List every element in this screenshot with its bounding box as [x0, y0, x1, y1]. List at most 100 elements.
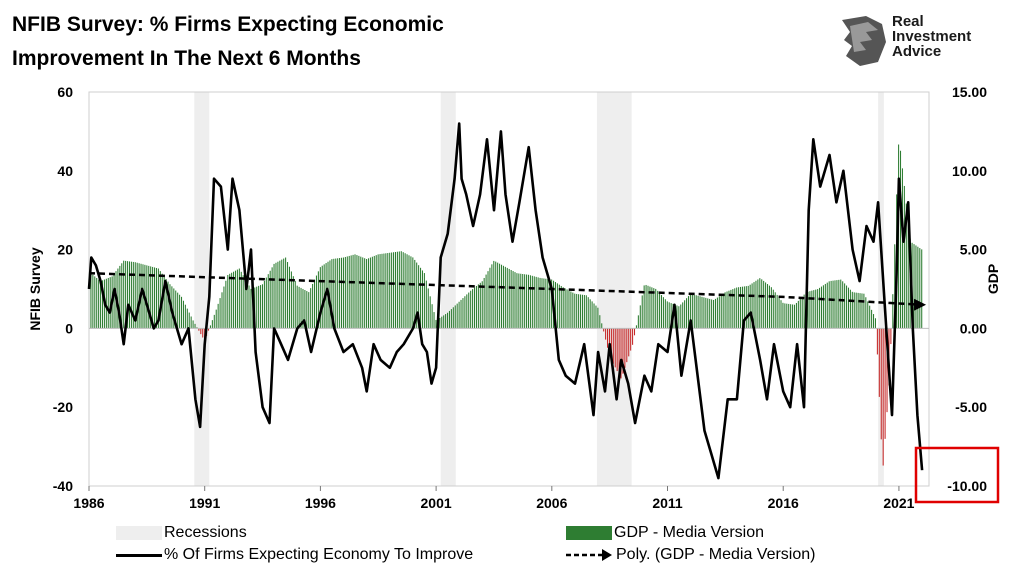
- gdp-bar: [290, 271, 292, 329]
- gdp-bar: [448, 310, 450, 329]
- gdp-bar: [107, 277, 109, 329]
- gdp-bar: [408, 255, 410, 329]
- gdp-bar: [258, 285, 260, 329]
- gdp-bar: [454, 305, 456, 329]
- gdp-bar: [223, 286, 225, 329]
- gdp-bar: [587, 297, 589, 329]
- gdp-bar: [662, 297, 664, 329]
- gdp-bar: [699, 296, 701, 329]
- gdp-bar: [803, 294, 805, 329]
- gdp-bar: [248, 285, 250, 329]
- gdp-bar: [714, 298, 717, 329]
- gdp-bar: [608, 328, 610, 356]
- gdp-bar: [838, 279, 840, 329]
- gdp-bar: [227, 274, 229, 329]
- gdp-bar: [605, 328, 607, 340]
- gdp-bar: [660, 295, 663, 329]
- gdp-bar: [618, 328, 620, 375]
- gdp-bar: [846, 285, 848, 329]
- gdp-bar: [229, 273, 231, 329]
- gdp-bar: [643, 285, 645, 329]
- gdp-bar: [707, 298, 709, 329]
- gdp-bar: [724, 292, 726, 329]
- gdp-bar: [610, 328, 612, 361]
- gdp-bar: [306, 291, 308, 329]
- recession-band: [878, 92, 884, 486]
- gdp-bar: [543, 278, 545, 329]
- gdp-bar: [429, 296, 431, 329]
- gdp-bar: [539, 277, 541, 329]
- gdp-bar: [308, 292, 310, 329]
- gdp-bar: [231, 272, 233, 329]
- gdp-bar: [130, 261, 132, 329]
- gdp-bar: [599, 315, 601, 329]
- gdp-bar: [545, 278, 547, 329]
- gdp-bar: [506, 267, 508, 329]
- gdp-bar: [500, 264, 503, 329]
- gdp-bar: [635, 325, 637, 329]
- gdp-bar: [443, 315, 445, 329]
- gdp-bar: [298, 286, 300, 329]
- gdp-bar: [774, 292, 776, 329]
- gdp-bar: [659, 292, 661, 329]
- gdp-bar: [304, 290, 306, 329]
- legend-label-trend: Poly. (GDP - Media Version): [616, 546, 816, 563]
- gdp-bar: [179, 294, 181, 329]
- gdp-bar: [562, 287, 564, 329]
- gdp-bar: [283, 258, 285, 329]
- gdp-bar: [745, 286, 747, 329]
- gdp-bar: [851, 291, 853, 329]
- gdp-bar: [431, 304, 433, 329]
- gdp-bar: [418, 265, 420, 329]
- gdp-bar: [155, 267, 157, 329]
- gdp-bar: [697, 295, 699, 329]
- gdp-bar: [593, 303, 595, 329]
- gdp-bar: [684, 300, 686, 329]
- gdp-bar: [578, 294, 580, 329]
- gdp-bar: [637, 315, 639, 329]
- gdp-bar: [234, 270, 237, 329]
- gdp-bar: [570, 291, 572, 329]
- y-tick-label: -40: [53, 478, 73, 494]
- gdp-bar: [766, 284, 769, 329]
- gdp-bar: [849, 289, 851, 329]
- gdp-bar: [294, 280, 296, 329]
- gdp-bar: [497, 262, 499, 329]
- gdp-bar: [626, 328, 628, 363]
- gdp-bar: [391, 252, 393, 329]
- gdp-bar: [822, 285, 824, 329]
- gdp-bar: [857, 292, 859, 329]
- gdp-bar: [747, 285, 749, 329]
- gdp-bar: [362, 257, 364, 329]
- gdp-bar: [813, 290, 815, 329]
- gdp-bar: [580, 294, 582, 329]
- gdp-bar: [512, 271, 514, 329]
- gdp-bar: [867, 301, 869, 329]
- gdp-bar: [393, 252, 395, 329]
- gdp-bar: [657, 290, 659, 329]
- gdp-bar: [464, 296, 466, 329]
- gdp-bar: [127, 261, 129, 329]
- gdp-bar: [452, 307, 454, 329]
- gdp-bar: [217, 303, 219, 329]
- gdp-bar: [763, 280, 765, 329]
- x-tick-label: 1986: [73, 495, 104, 511]
- gdp-bar: [213, 314, 215, 329]
- gdp-bar: [470, 290, 472, 329]
- gdp-bar: [537, 277, 539, 329]
- gdp-bar: [790, 304, 792, 329]
- y-tick-label: 60: [57, 84, 73, 100]
- gdp-bar: [491, 264, 493, 329]
- gdp-bar: [186, 308, 188, 329]
- gdp-bar: [786, 303, 788, 329]
- gdp-bar: [581, 294, 583, 329]
- axis-ticks: [88, 327, 929, 491]
- gdp-bar: [844, 283, 846, 329]
- gdp-bar: [159, 271, 161, 329]
- gdp-bar: [574, 293, 576, 329]
- gdp-bar: [202, 328, 204, 338]
- gdp-bar: [753, 282, 755, 329]
- gdp-bar: [271, 267, 273, 329]
- gdp-bar: [462, 298, 464, 329]
- gdp-bar: [832, 280, 834, 329]
